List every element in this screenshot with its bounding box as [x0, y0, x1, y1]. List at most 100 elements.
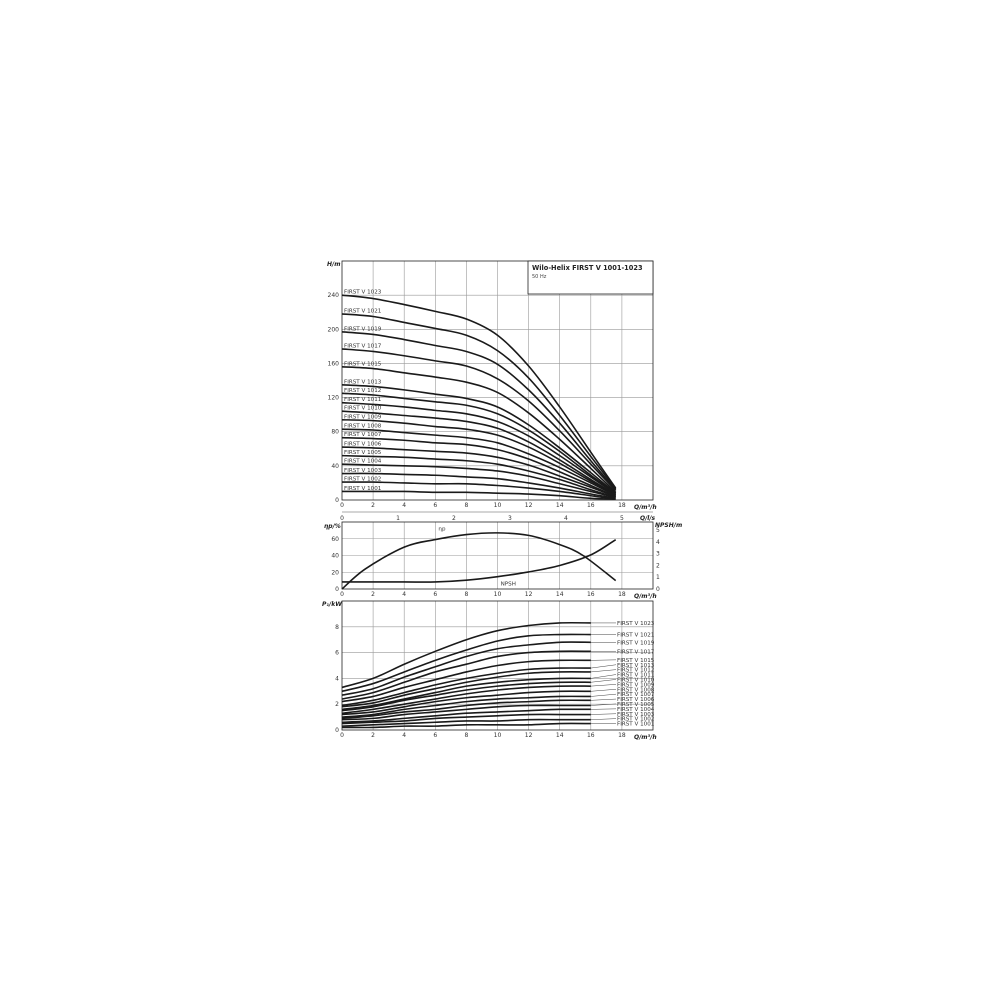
- power-curve-first-v-1013: [341, 667, 591, 707]
- x2-tick-label: 5: [620, 515, 624, 522]
- power-curve-first-v-1007: [341, 695, 591, 718]
- power-chart: 0 2 4 6 8 10 12 14 16 18 0 2 4 6 8 FIRST V 1023 FIRST V …: [335, 600, 655, 739]
- y-tick-label: 240: [328, 292, 340, 299]
- power-curve-first-v-1023: [341, 621, 591, 689]
- x-tick-label: 4: [402, 591, 406, 598]
- x-tick-label: 12: [525, 502, 533, 509]
- x-tick-label: 2: [371, 502, 375, 509]
- x-tick-label: 8: [464, 732, 468, 739]
- label-leader: [590, 689, 617, 692]
- x-tick-label: 6: [433, 591, 437, 598]
- series-label: FIRST V 1023: [617, 621, 655, 627]
- x-tick-label: 8: [464, 591, 468, 598]
- y-tick-label: 200: [328, 326, 340, 333]
- x-tick-label: 0: [340, 502, 344, 509]
- power-curve-first-v-1008: [341, 690, 591, 716]
- y-tick-label: 60: [331, 536, 339, 543]
- head-curve-first-v-1005: [341, 454, 616, 499]
- series-label: FIRST V 1012: [344, 388, 381, 394]
- power-curve-first-v-1004: [341, 708, 591, 724]
- series-label: FIRST V 1013: [344, 379, 382, 385]
- x-tick-label: 14: [556, 732, 564, 739]
- head-curve-first-v-1019: [341, 331, 617, 491]
- x-tick-label: 10: [494, 732, 502, 739]
- label-leader: [590, 708, 617, 710]
- x-tick-label: 16: [587, 502, 595, 509]
- efficiency-curve: [341, 532, 617, 590]
- x-tick-label: 4: [402, 732, 406, 739]
- label-leader: [590, 698, 617, 701]
- x2-tick-label: 1: [396, 515, 400, 522]
- head-curve-first-v-1009: [341, 418, 617, 496]
- chart-subtitle: 50 Hz: [532, 274, 547, 280]
- head-curve-first-v-1017: [341, 348, 617, 492]
- series-label: FIRST V 1005: [344, 450, 382, 456]
- series-label: ηp: [438, 526, 446, 532]
- series-label: FIRST V 1021: [617, 633, 655, 639]
- head-curve-first-v-1004: [341, 463, 616, 499]
- series-label: FIRST V 1007: [344, 432, 382, 438]
- x-tick-label: 12: [525, 732, 533, 739]
- series-label: FIRST V 1015: [617, 658, 655, 664]
- label-leader: [590, 664, 617, 669]
- head-curve-first-v-1015: [341, 366, 617, 493]
- power-curve-first-v-1011: [341, 677, 591, 711]
- plot-frame: [341, 600, 654, 731]
- x2-tick-label: 3: [508, 515, 512, 522]
- power-curve-first-v-1012: [341, 671, 591, 708]
- label-leader: [590, 684, 617, 687]
- y-tick-label: 80: [331, 429, 339, 436]
- power-curve-first-v-1010: [341, 681, 591, 712]
- power-curve-first-v-1003: [341, 713, 591, 725]
- power-curve-first-v-1017: [341, 650, 591, 700]
- series-label: FIRST V 1021: [344, 308, 382, 314]
- series-label: FIRST V 1003: [617, 712, 655, 718]
- series-label: FIRST V 1006: [617, 697, 655, 703]
- y2-tick-label: 4: [656, 539, 660, 546]
- y2-tick-label: 5: [656, 527, 660, 534]
- series-label: FIRST V 1017: [617, 649, 655, 655]
- head-curve-first-v-1021: [341, 313, 617, 490]
- series-label: FIRST V 1008: [617, 687, 655, 693]
- head-curve-first-v-1006: [341, 446, 616, 498]
- plot-frame: [341, 260, 654, 501]
- label-leader: [590, 718, 617, 720]
- y-tick-label: 0: [335, 727, 339, 734]
- npsh-curve: [342, 538, 617, 583]
- x2-tick-label: 2: [452, 515, 456, 522]
- series-label: FIRST V 1012: [617, 668, 654, 674]
- plot-frame: [341, 521, 654, 590]
- y-tick-label: 0: [335, 586, 339, 593]
- y-tick-label: 2: [335, 701, 339, 708]
- power-curve-first-v-1005: [341, 704, 591, 721]
- series-label: FIRST V 1009: [617, 682, 655, 688]
- x-tick-label: 8: [464, 502, 468, 509]
- label-leader: [590, 674, 617, 679]
- series-label: FIRST V 1009: [344, 414, 382, 420]
- power-curve-first-v-1001: [341, 722, 591, 729]
- series-label: FIRST V 1002: [617, 717, 654, 723]
- y2-axis-label-npsh: NPSH/m: [655, 522, 682, 529]
- series-label: FIRST V 1005: [617, 702, 655, 708]
- label-leader: [590, 713, 617, 715]
- x-tick-label: 16: [587, 732, 595, 739]
- series-label: FIRST V 1002: [344, 477, 381, 483]
- x-tick-label: 10: [494, 502, 502, 509]
- x-axis-label-bottom: Q/m³/h: [634, 734, 657, 741]
- power-curve-first-v-1002: [341, 718, 591, 727]
- head-curve-first-v-1011: [341, 401, 617, 495]
- head-curve-first-v-1007: [341, 436, 617, 498]
- head-curve-first-v-1013: [341, 383, 617, 494]
- x2-tick-label: 4: [564, 515, 568, 522]
- head-curve-first-v-1002: [341, 481, 616, 500]
- x-tick-label: 10: [494, 591, 502, 598]
- x-tick-label: 14: [556, 502, 564, 509]
- x2-tick-label: 0: [340, 515, 344, 522]
- series-label: FIRST V 1008: [344, 424, 382, 430]
- x-axis-label-top: Q/m³/h: [634, 504, 657, 511]
- series-label: FIRST V 1019: [344, 326, 382, 332]
- head-curve-first-v-1008: [341, 428, 617, 497]
- x-tick-label: 16: [587, 591, 595, 598]
- series-label: FIRST V 1003: [344, 468, 382, 474]
- head-curve-first-v-1003: [341, 472, 616, 500]
